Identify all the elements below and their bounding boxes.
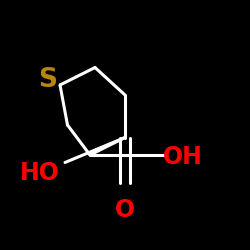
Text: O: O [115,198,135,222]
Text: HO: HO [20,160,60,184]
Circle shape [29,161,51,184]
Text: S: S [38,67,57,93]
Circle shape [36,69,59,91]
Circle shape [171,146,194,169]
Text: OH: OH [162,146,202,170]
Circle shape [114,199,136,221]
